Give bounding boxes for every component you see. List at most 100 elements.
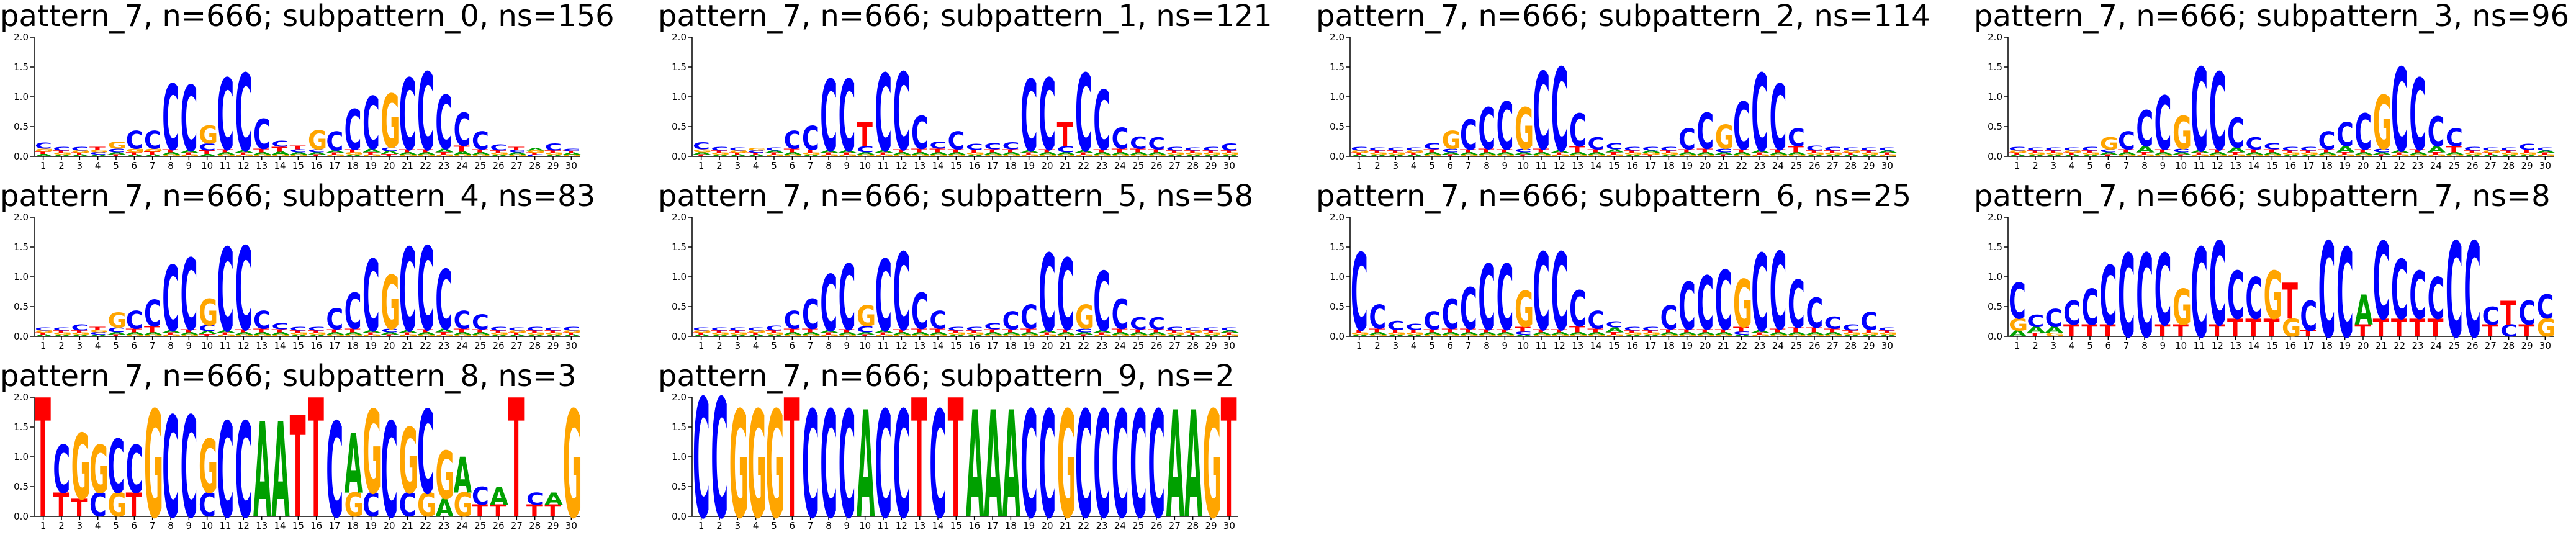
logo-letter-T: T — [1733, 148, 1749, 153]
logo-letter-C: C — [1715, 253, 1732, 349]
logo-letter-A: A — [35, 153, 53, 157]
logo-letter-G: G — [2063, 150, 2083, 154]
logo-letter-C: C — [2518, 142, 2536, 151]
logo-letter-A: A — [2081, 154, 2100, 157]
logo-letter-G: G — [326, 334, 345, 337]
logo-letter-T: T — [2209, 148, 2225, 153]
x-tick-label: 1 — [2014, 340, 2020, 351]
logo-letter-C: C — [1879, 147, 1896, 151]
logo-letter-T: T — [563, 333, 580, 336]
logo-letter-A: A — [490, 482, 508, 511]
logo-letter-A: A — [966, 334, 984, 337]
logo-letter-C: C — [2409, 59, 2426, 173]
logo-letter-G: G — [181, 334, 200, 337]
logo-svg: pattern_7, n=666; subpattern_6, ns=25 0.0… — [1316, 179, 1911, 356]
x-tick-label: 7 — [150, 520, 156, 531]
x-tick-label: 1 — [2014, 160, 2020, 171]
y-tick-label: 2.0 — [1988, 212, 2002, 223]
logo-letter-T: T — [1478, 148, 1494, 153]
logo-letter-T: T — [326, 153, 343, 156]
logo-letter-C: C — [1057, 145, 1074, 154]
logo-letter-C: C — [235, 225, 253, 357]
logo-letter-C: C — [417, 388, 435, 520]
logo-letter-T: T — [2264, 314, 2280, 343]
logo-letter-A: A — [1423, 331, 1441, 335]
logo-letter-A: A — [2027, 325, 2045, 335]
logo-letter-C: C — [839, 246, 856, 350]
logo-letter-A: A — [1184, 380, 1202, 540]
logo-letter-C: C — [2045, 147, 2063, 151]
logo-letter-G: G — [326, 154, 345, 157]
logo-letter-G: G — [2354, 154, 2374, 157]
y-tick-label: 2.0 — [14, 32, 29, 43]
logo-letter-T: T — [107, 154, 124, 157]
x-tick-label: 5 — [771, 160, 777, 171]
logo-letter-G: G — [435, 438, 454, 514]
logo-letter-A: A — [526, 148, 544, 151]
logo-letter-A: A — [144, 154, 163, 157]
x-tick-label: 8 — [168, 520, 174, 531]
logo-letter-A: A — [1369, 154, 1387, 157]
logo-letter-T: T — [363, 151, 379, 155]
logo-letter-G: G — [454, 334, 473, 337]
logo-letter-T: T — [2373, 154, 2390, 157]
x-tick-label: 30 — [1223, 340, 1235, 351]
x-tick-label: 8 — [826, 160, 832, 171]
logo-letter-T: T — [1879, 330, 1896, 334]
logo-letter-C: C — [326, 395, 343, 540]
y-tick-label: 0.0 — [672, 511, 687, 522]
logo-letter-T: T — [2428, 151, 2444, 155]
logo-letter-T: T — [1387, 329, 1403, 333]
logo-letter-C: C — [1788, 267, 1805, 343]
logo-letter-G: G — [107, 486, 127, 524]
logo-letter-C: C — [2373, 221, 2390, 344]
logo-letter-C: C — [1587, 134, 1605, 153]
logo-letter-A: A — [1733, 334, 1752, 337]
x-tick-label: 22 — [2394, 340, 2405, 351]
logo-letter-A: A — [1788, 151, 1806, 155]
logo-letter-T: T — [1678, 328, 1695, 333]
x-tick-label: 6 — [132, 340, 138, 351]
x-tick-label: 17 — [986, 520, 998, 531]
logo-letter-A: A — [1405, 334, 1424, 337]
logo-letter-G: G — [35, 148, 54, 153]
panel-title: pattern_7, n=666; subpattern_5, ns=58 — [658, 179, 1253, 214]
x-tick-label: 5 — [2087, 340, 2093, 351]
x-tick-label: 9 — [1502, 340, 1508, 351]
x-tick-label: 29 — [1205, 160, 1217, 171]
y-tick-label: 1.0 — [14, 271, 29, 282]
x-tick-label: 30 — [1881, 160, 1893, 171]
logo-letter-T: T — [2518, 149, 2534, 153]
logo-letter-G: G — [2118, 154, 2137, 157]
x-tick-label: 3 — [2051, 160, 2057, 171]
logo-letter-A: A — [1788, 331, 1806, 335]
logo-letter-C: C — [2537, 288, 2554, 326]
logo-letter-A: A — [1587, 151, 1605, 155]
logo-letter-A: A — [1460, 151, 1478, 155]
x-tick-label: 9 — [1502, 160, 1508, 171]
logo-letter-T: T — [308, 154, 325, 157]
x-tick-label: 2 — [716, 160, 723, 171]
y-tick-label: 0.0 — [14, 331, 29, 342]
logo-letter-A: A — [126, 331, 144, 335]
y-tick-label: 1.0 — [1988, 91, 2002, 102]
logo-letter-T: T — [454, 144, 471, 153]
logo-letter-C: C — [1842, 323, 1860, 332]
logo-letter-A: A — [2118, 151, 2136, 155]
logo-letter-C: C — [2063, 147, 2081, 151]
x-tick-label: 27 — [1169, 340, 1181, 351]
y-tick-label: 0.0 — [1330, 151, 1344, 162]
logo-letter-T: T — [2045, 150, 2062, 154]
logo-letter-T: T — [1369, 328, 1385, 333]
logo-letter-C: C — [381, 146, 398, 152]
logo-letter-G: G — [2318, 154, 2338, 157]
logo-letter-C: C — [2227, 109, 2245, 157]
x-tick-label: 23 — [1754, 340, 1765, 351]
x-tick-label: 23 — [438, 160, 449, 171]
logo-letter-G: G — [1587, 334, 1606, 337]
logo-letter-C: C — [526, 154, 544, 157]
logo-letter-C: C — [2446, 124, 2463, 153]
x-tick-label: 11 — [1535, 340, 1547, 351]
logo-letter-A: A — [1351, 334, 1369, 337]
y-tick-label: 0.0 — [14, 511, 29, 522]
